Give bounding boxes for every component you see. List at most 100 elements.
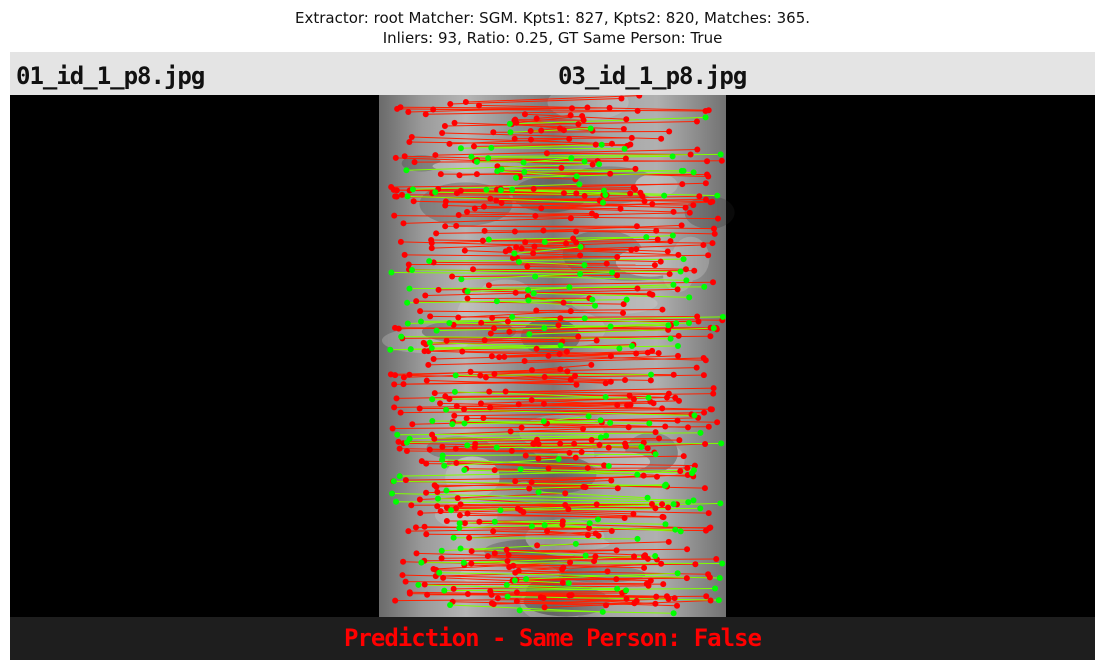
inlier-keypoint: [511, 577, 518, 584]
inlier-keypoint: [433, 327, 440, 334]
outlier-keypoint: [433, 230, 440, 237]
outlier-keypoint: [393, 395, 400, 402]
inlier-match-line: [429, 258, 684, 262]
inlier-keypoint: [662, 521, 669, 528]
outlier-keypoint: [702, 196, 709, 203]
outlier-keypoint: [541, 373, 548, 380]
inlier-match-line: [529, 327, 714, 335]
outlier-keypoint: [434, 488, 441, 495]
outlier-match-line: [446, 336, 579, 342]
inlier-keypoint: [461, 420, 468, 427]
outlier-keypoint: [700, 242, 707, 249]
outlier-keypoint: [684, 464, 691, 471]
outlier-keypoint: [535, 455, 542, 462]
outlier-keypoint: [559, 579, 566, 586]
outlier-keypoint: [659, 306, 666, 313]
outlier-keypoint: [439, 443, 446, 450]
inlier-keypoint: [525, 287, 532, 294]
outlier-keypoint: [468, 548, 475, 555]
outlier-keypoint: [586, 525, 593, 532]
outlier-keypoint: [623, 595, 630, 602]
inlier-keypoint: [396, 473, 403, 480]
outlier-keypoint: [387, 371, 394, 378]
title-line-1: Extractor: root Matcher: SGM. Kpts1: 827…: [294, 9, 811, 27]
inlier-keypoint: [683, 277, 690, 284]
outlier-keypoint: [538, 127, 545, 134]
inlier-keypoint: [426, 339, 433, 346]
outlier-keypoint: [491, 550, 498, 557]
outlier-keypoint: [471, 205, 478, 212]
outlier-keypoint: [714, 419, 721, 426]
inlier-keypoint: [662, 481, 669, 488]
inlier-keypoint: [669, 153, 676, 160]
outlier-keypoint: [665, 390, 672, 397]
match-plot: [379, 95, 735, 617]
outlier-keypoint: [487, 330, 494, 337]
outlier-match-line: [403, 217, 571, 224]
outlier-keypoint: [653, 593, 660, 600]
outlier-keypoint: [659, 501, 666, 508]
outlier-keypoint: [402, 477, 409, 484]
inlier-keypoint: [665, 322, 672, 329]
outlier-keypoint: [437, 400, 444, 407]
inlier-keypoint: [387, 346, 394, 353]
outlier-keypoint: [641, 564, 648, 571]
outlier-keypoint: [501, 353, 508, 360]
outlier-keypoint: [504, 318, 511, 325]
outlier-keypoint: [684, 546, 691, 553]
inlier-keypoint: [661, 192, 668, 199]
outlier-match-line: [537, 437, 660, 441]
outlier-keypoint: [675, 332, 682, 339]
outlier-keypoint: [634, 107, 641, 114]
outlier-keypoint: [658, 560, 665, 567]
outlier-keypoint: [464, 208, 471, 215]
outlier-keypoint: [421, 348, 428, 355]
inlier-keypoint: [457, 545, 464, 552]
outlier-keypoint: [675, 352, 682, 359]
outlier-match-line: [525, 455, 576, 459]
outlier-keypoint: [395, 438, 402, 445]
outlier-match-line: [462, 350, 637, 355]
outlier-keypoint: [636, 95, 643, 99]
outlier-keypoint: [493, 197, 500, 204]
outlier-match-line: [435, 149, 698, 156]
outlier-keypoint: [459, 348, 466, 355]
outlier-keypoint: [487, 587, 494, 594]
outlier-keypoint: [522, 452, 529, 459]
inlier-match-line: [449, 322, 611, 327]
figure-title: Extractor: root Matcher: SGM. Kpts1: 827…: [0, 8, 1105, 48]
outlier-keypoint: [595, 532, 602, 539]
inlier-keypoint: [429, 417, 436, 424]
outlier-match-line: [487, 555, 595, 562]
outlier-keypoint: [457, 501, 464, 508]
outlier-keypoint: [423, 377, 430, 384]
outlier-match-line: [524, 355, 679, 362]
outlier-keypoint: [634, 285, 641, 292]
outlier-keypoint: [418, 458, 425, 465]
outlier-keypoint: [446, 140, 453, 147]
outlier-keypoint: [680, 453, 687, 460]
inlier-keypoint: [530, 290, 537, 297]
inlier-keypoint: [701, 283, 708, 290]
outlier-keypoint: [507, 428, 514, 435]
inlier-keypoint: [403, 167, 410, 174]
inlier-match-line: [453, 537, 638, 540]
inlier-keypoint: [404, 320, 411, 327]
inlier-keypoint: [493, 298, 500, 305]
outlier-keypoint: [397, 238, 404, 245]
outlier-keypoint: [468, 560, 475, 567]
outlier-keypoint: [625, 424, 632, 431]
inlier-keypoint: [428, 344, 435, 351]
outlier-keypoint: [412, 524, 419, 531]
outlier-keypoint: [584, 532, 591, 539]
outlier-keypoint: [544, 528, 551, 535]
inlier-keypoint: [686, 294, 693, 301]
outlier-keypoint: [560, 127, 567, 134]
outlier-keypoint: [489, 314, 496, 321]
inlier-keypoint: [702, 114, 709, 121]
outlier-keypoint: [452, 445, 459, 452]
inlier-keypoint: [577, 243, 584, 250]
inlier-keypoint: [677, 528, 684, 535]
inlier-keypoint: [712, 585, 719, 592]
inlier-match-line: [538, 491, 648, 499]
